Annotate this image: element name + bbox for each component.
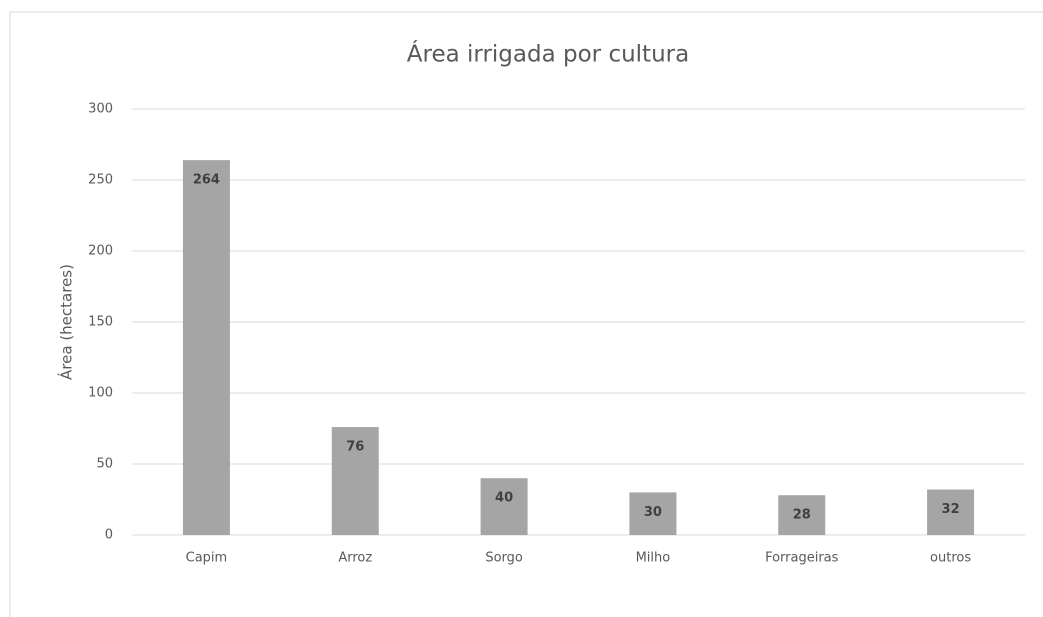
data-label: 32 [942, 502, 960, 517]
y-tick-label: 0 [105, 528, 113, 543]
bar [778, 495, 826, 535]
x-tick-label: Sorgo [485, 551, 523, 566]
data-label: 40 [495, 491, 513, 506]
y-tick-label: 100 [88, 386, 113, 401]
data-label: 28 [793, 508, 811, 523]
bar [480, 478, 528, 535]
y-axis-label: Área (hectares) [57, 264, 76, 380]
bar [182, 160, 230, 535]
bar [927, 489, 975, 535]
data-label: 264 [193, 173, 220, 188]
y-tick-label: 300 [88, 102, 113, 117]
data-label: 30 [644, 505, 662, 520]
data-label: 76 [346, 440, 364, 455]
bar [629, 492, 677, 535]
y-tick-label: 150 [88, 315, 113, 330]
x-tick-label: Arroz [338, 551, 372, 566]
y-tick-label: 200 [88, 244, 113, 259]
y-tick-label: 50 [96, 457, 113, 472]
bar [331, 427, 379, 535]
y-tick-label: 250 [88, 173, 113, 188]
x-tick-label: outros [930, 551, 971, 566]
x-tick-label: Milho [636, 551, 671, 566]
chart-title: Área irrigada por cultura [407, 40, 689, 68]
x-tick-label: Capim [186, 551, 228, 566]
x-tick-label: Forrageiras [765, 551, 839, 566]
